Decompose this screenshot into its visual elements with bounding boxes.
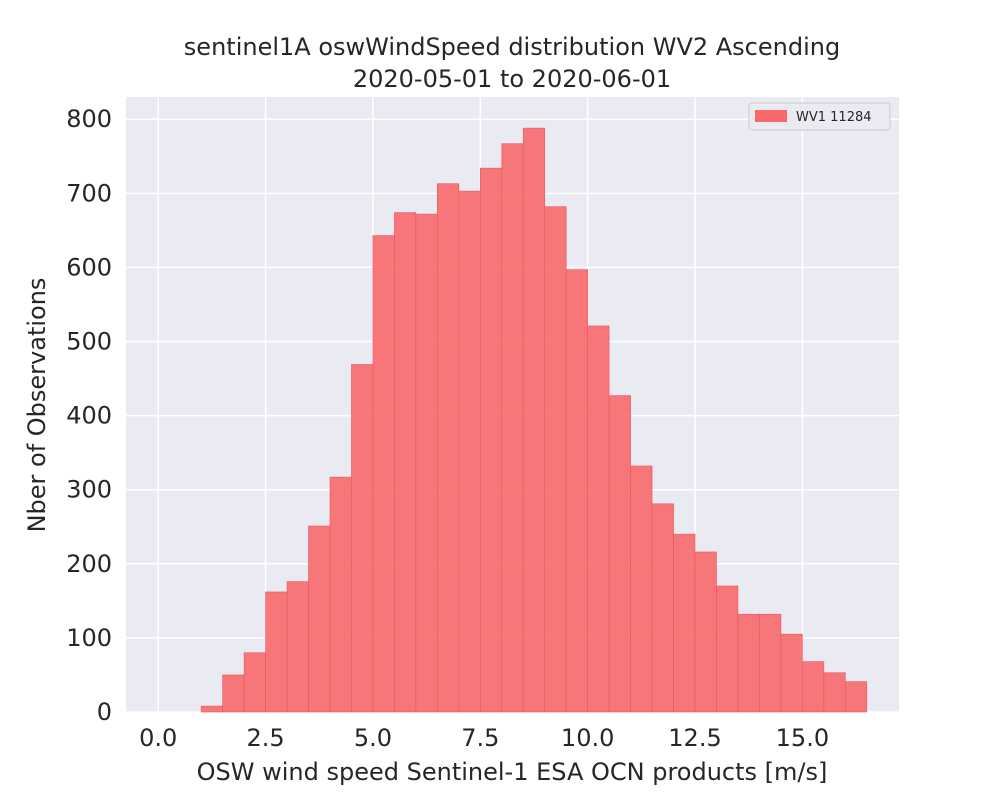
y-tick-label: 500 [66,328,112,356]
histogram-bar [308,525,331,713]
histogram-bar [265,591,288,713]
histogram-bar [823,672,846,713]
x-axis-ticks: 0.0 2.5 5.0 7.5 10.0 12.5 15.0 [139,724,829,752]
histogram-bar [694,551,717,713]
y-tick-label: 600 [66,253,112,281]
histogram-bar [243,652,266,713]
y-tick-label: 700 [66,179,112,207]
histogram-bar [845,681,868,713]
legend: WV1 11284 [748,102,891,131]
y-axis-label: Nber of Observations [23,278,51,533]
x-tick-label: 15.0 [776,724,829,752]
histogram-bar [351,364,374,713]
y-tick-label: 0 [97,698,112,726]
histogram-bars [200,127,868,713]
legend-label: WV1 11284 [796,110,872,125]
histogram-bar [608,395,631,713]
y-tick-label: 300 [66,476,112,504]
histogram-bar [565,269,588,713]
histogram-bar [630,465,653,713]
x-tick-label: 2.5 [246,724,284,752]
x-axis-label: OSW wind speed Sentinel-1 ESA OCN produc… [197,758,828,786]
histogram-bar [372,235,395,713]
y-tick-label: 800 [66,105,112,133]
histogram-bar [587,325,610,713]
x-tick-label: 10.0 [561,724,614,752]
histogram-bar [802,661,825,713]
histogram-bar [437,183,460,713]
histogram-bar [501,143,524,713]
y-axis-ticks: 0 100 200 300 400 500 600 700 800 [66,105,112,726]
x-tick-label: 5.0 [354,724,392,752]
histogram-bar [458,190,481,713]
histogram-bar [415,213,438,713]
legend-frame [748,102,891,131]
y-tick-label: 100 [66,624,112,652]
histogram-bar [200,705,223,713]
chart-title-line-2: 2020-05-01 to 2020-06-01 [353,65,671,93]
histogram-bar [286,581,309,713]
histogram-bar [651,503,674,713]
histogram-bar [737,613,760,713]
legend-swatch [755,110,787,122]
x-tick-label: 0.0 [139,724,177,752]
histogram-bar [780,633,803,713]
histogram-bar [479,167,503,713]
histogram-bar [759,613,782,713]
histogram-bar [329,476,352,713]
x-tick-label: 12.5 [668,724,721,752]
histogram-bar [716,585,739,713]
histogram-bar [394,212,417,713]
histogram-bar [522,127,546,713]
x-tick-label: 7.5 [461,724,499,752]
histogram-bar [673,533,696,713]
y-tick-label: 200 [66,550,112,578]
histogram-bar [222,674,245,713]
y-tick-label: 400 [66,402,112,430]
chart-title-line-1: sentinel1A oswWindSpeed distribution WV2… [184,33,840,61]
chart-title: sentinel1A oswWindSpeed distribution WV2… [184,33,840,93]
histogram-bar [544,206,567,713]
